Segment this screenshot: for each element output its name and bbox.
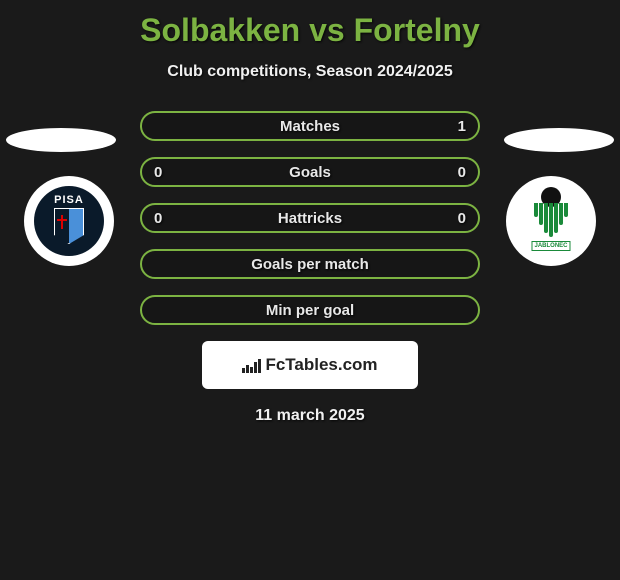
stat-label: Hattricks [278, 210, 342, 227]
stat-right-value: 0 [458, 164, 466, 181]
stats-content: Matches 1 0 Goals 0 0 Hattricks 0 Goals … [0, 111, 620, 425]
stat-row-goals-per-match: Goals per match [140, 249, 480, 279]
fctables-label: FcTables.com [242, 355, 377, 375]
stat-row-matches: Matches 1 [140, 111, 480, 141]
stat-row-hattricks: 0 Hattricks 0 [140, 203, 480, 233]
stat-right-value: 0 [458, 210, 466, 227]
page-title: Solbakken vs Fortelny [0, 0, 620, 49]
page-subtitle: Club competitions, Season 2024/2025 [0, 63, 620, 81]
stats-rows: Matches 1 0 Goals 0 0 Hattricks 0 Goals … [140, 111, 480, 325]
stat-label: Goals [289, 164, 331, 181]
stat-left-value: 0 [154, 164, 162, 181]
stat-row-min-per-goal: Min per goal [140, 295, 480, 325]
stat-right-value: 1 [458, 118, 466, 135]
stat-label: Min per goal [266, 302, 354, 319]
stat-label: Matches [280, 118, 340, 135]
bar-chart-icon [242, 357, 261, 373]
stat-left-value: 0 [154, 210, 162, 227]
date-label: 11 march 2025 [0, 407, 620, 425]
source-badge: FcTables.com [202, 341, 418, 389]
fctables-text: FcTables.com [265, 355, 377, 375]
stat-label: Goals per match [251, 256, 369, 273]
stat-row-goals: 0 Goals 0 [140, 157, 480, 187]
